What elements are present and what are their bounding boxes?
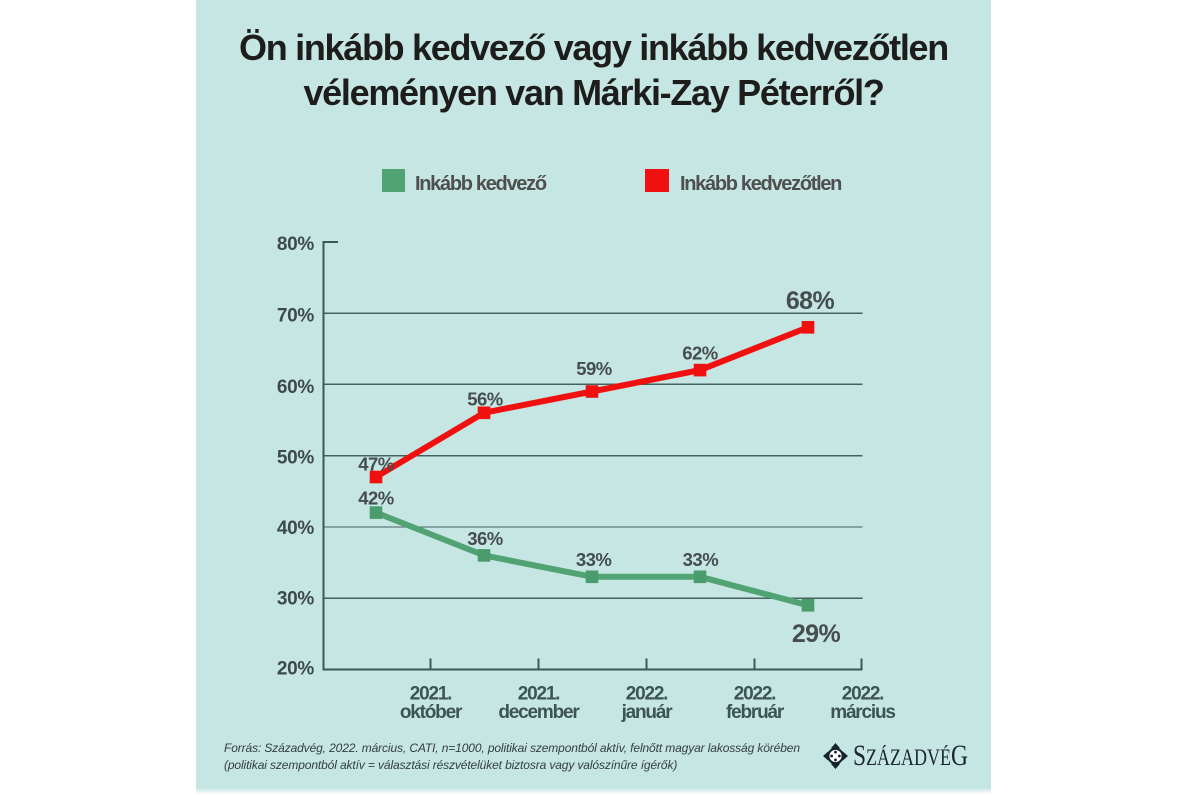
svg-text:70%: 70% [277, 306, 315, 327]
svg-text:20%: 20% [277, 658, 315, 679]
svg-text:47%: 47% [358, 454, 394, 475]
svg-text:40%: 40% [277, 518, 315, 539]
svg-text:október: október [400, 702, 463, 723]
svg-text:33%: 33% [683, 549, 719, 570]
svg-text:68%: 68% [786, 287, 835, 315]
svg-text:29%: 29% [792, 620, 841, 648]
svg-text:2022.: 2022. [734, 684, 776, 705]
svg-text:2021.: 2021. [410, 684, 452, 705]
svg-text:59%: 59% [576, 358, 612, 379]
svg-text:2021.: 2021. [518, 684, 560, 705]
svg-text:50%: 50% [277, 448, 315, 469]
svg-text:62%: 62% [682, 342, 718, 363]
svg-text:január: január [621, 702, 674, 723]
svg-text:március: március [830, 702, 895, 723]
svg-text:60%: 60% [277, 377, 315, 398]
svg-text:február: február [726, 702, 785, 723]
svg-text:42%: 42% [358, 488, 394, 509]
svg-text:80%: 80% [277, 234, 315, 255]
svg-text:56%: 56% [467, 389, 503, 410]
svg-text:36%: 36% [467, 528, 503, 549]
svg-text:2022.: 2022. [842, 684, 884, 705]
svg-text:30%: 30% [277, 588, 315, 609]
svg-text:33%: 33% [576, 549, 612, 570]
svg-text:2022.: 2022. [626, 684, 668, 705]
svg-text:december: december [498, 702, 580, 723]
